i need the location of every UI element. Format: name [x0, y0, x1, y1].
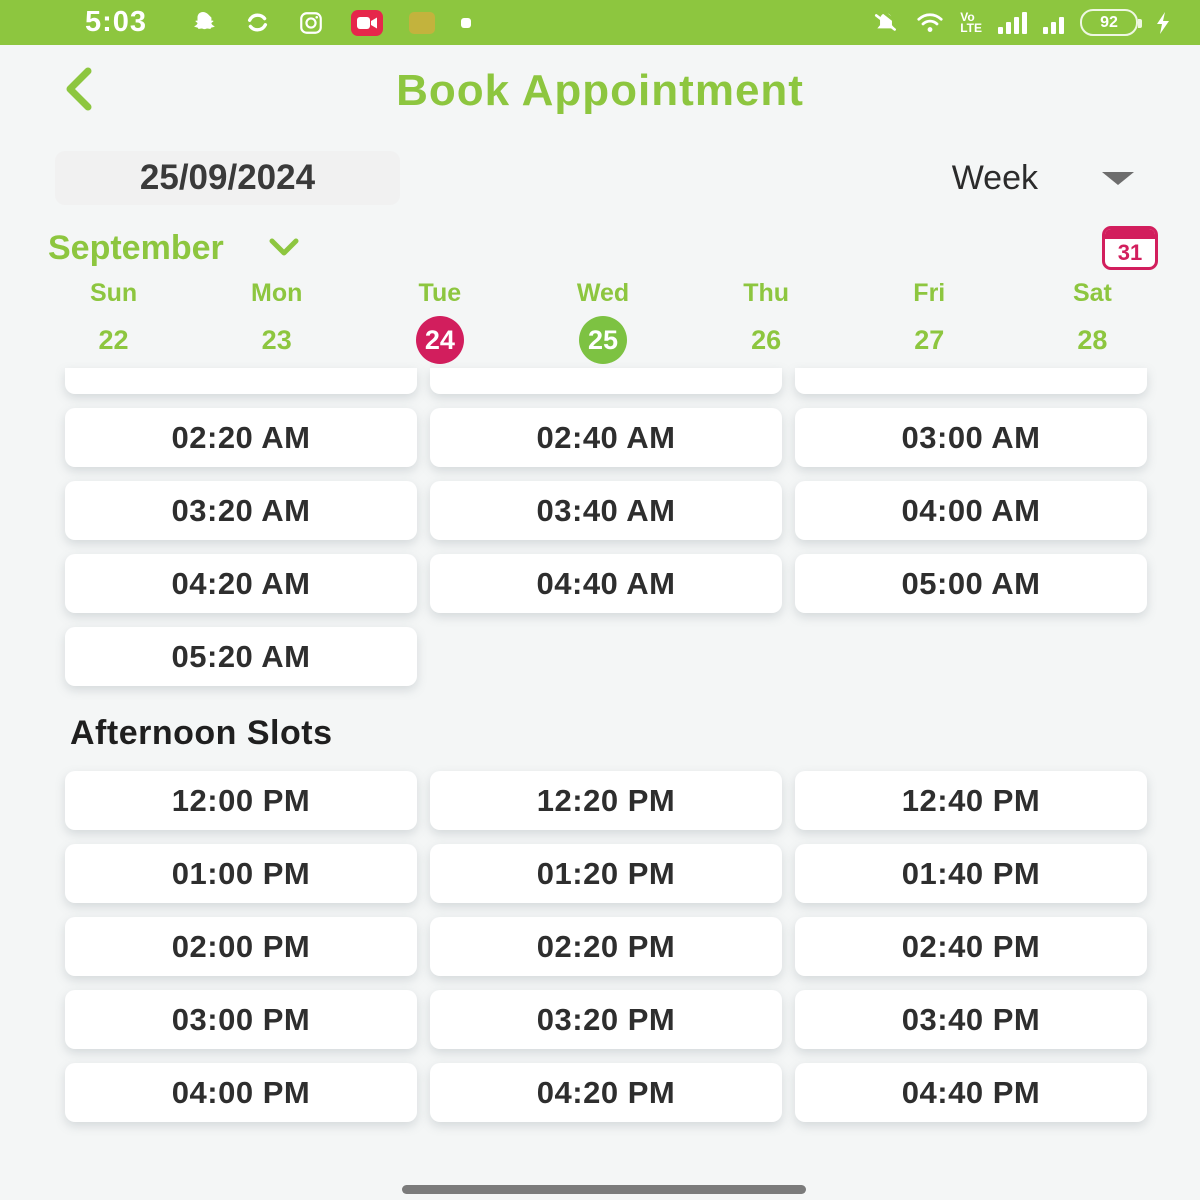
weekday-label: Fri	[913, 279, 946, 307]
weekday-label: Tue	[418, 279, 462, 307]
time-slot-button[interactable]: 04:00 PM	[65, 1063, 417, 1122]
status-bar: 5:03 Vo LTE	[0, 0, 1200, 45]
home-gesture-bar[interactable]	[402, 1185, 806, 1194]
date-input[interactable]: 25/09/2024	[55, 151, 400, 205]
weekday-fri[interactable]: Fri 27	[848, 279, 1011, 364]
time-slot-button[interactable]: 03:00 PM	[65, 990, 417, 1049]
weekday-wed[interactable]: Wed 25	[521, 279, 684, 364]
weekday-date[interactable]: 24	[415, 316, 464, 364]
battery-percent: 92	[1100, 13, 1118, 31]
weekday-label: Thu	[743, 279, 790, 307]
dot-notification-icon	[461, 17, 472, 28]
view-mode-select[interactable]: Week	[946, 158, 1140, 199]
page-title: Book Appointment	[396, 66, 804, 115]
signal-bars-icon-2	[1043, 12, 1064, 34]
time-slot-button[interactable]: 04:20 PM	[430, 1063, 782, 1122]
time-slot-button[interactable]: 03:40 PM	[795, 990, 1147, 1049]
slots-section: 02:20 AM 02:40 AM 03:00 AM 03:20 AM 03:40 AM…	[65, 368, 1147, 1122]
sync-icon	[243, 9, 271, 37]
time-slot-button[interactable]: 12:40 PM	[795, 771, 1147, 830]
charging-bolt-icon	[1154, 9, 1172, 37]
weekday-date[interactable]: 22	[98, 324, 129, 355]
time-slot-button[interactable]: 02:20 PM	[430, 917, 782, 976]
notification-icons	[189, 9, 472, 37]
afternoon-slots-heading: Afternoon Slots	[70, 714, 333, 752]
volte-indicator: Vo LTE	[960, 9, 982, 35]
time-slot-button-partial[interactable]	[430, 368, 782, 394]
weekday-date[interactable]: 23	[261, 324, 292, 355]
time-slot-button[interactable]: 03:20 AM	[65, 481, 417, 540]
weekday-date[interactable]: 26	[751, 324, 782, 355]
battery-icon: 92	[1080, 9, 1142, 36]
weekday-sat[interactable]: Sat 28	[1011, 279, 1174, 364]
weekday-label: Mon	[251, 279, 303, 307]
time-slot-button[interactable]: 01:00 PM	[65, 844, 417, 903]
calendar-icon[interactable]: 31	[1102, 226, 1158, 270]
weekday-tue[interactable]: Tue 24	[358, 279, 521, 364]
system-status-icons: Vo LTE 92	[872, 9, 1172, 37]
calendar-icon-header	[1105, 229, 1155, 239]
time-slot-button[interactable]: 03:00 AM	[795, 408, 1147, 467]
morning-slots-grid: 02:20 AM 02:40 AM 03:00 AM 03:20 AM 03:40 AM…	[65, 408, 1147, 686]
wifi-icon	[916, 9, 944, 37]
weekday-date[interactable]: 28	[1077, 324, 1108, 355]
week-strip: Sun 22 Mon 23 Tue 24 Wed 25 Thu 26 Fri 27 Sat 28	[32, 279, 1174, 364]
weekday-sun[interactable]: Sun 22	[32, 279, 195, 364]
clipped-slot-row	[65, 368, 1147, 394]
back-button[interactable]	[56, 65, 100, 113]
bell-muted-icon	[872, 9, 900, 37]
weekday-thu[interactable]: Thu 26	[685, 279, 848, 364]
month-row: September 31	[42, 225, 1158, 271]
time-slot-button[interactable]: 02:20 AM	[65, 408, 417, 467]
time-slot-button[interactable]: 05:20 AM	[65, 627, 417, 686]
time-slot-button[interactable]: 02:00 PM	[65, 917, 417, 976]
time-slot-button[interactable]: 01:40 PM	[795, 844, 1147, 903]
time-slot-button[interactable]: 04:00 AM	[795, 481, 1147, 540]
time-slot-button[interactable]: 05:00 AM	[795, 554, 1147, 613]
video-notification-icon	[351, 9, 384, 36]
time-slot-button[interactable]: 04:40 PM	[795, 1063, 1147, 1122]
time-slot-button-partial[interactable]	[795, 368, 1147, 394]
month-value: September	[48, 228, 224, 267]
time-slot-button-partial[interactable]	[65, 368, 417, 394]
time-slot-button[interactable]: 04:20 AM	[65, 554, 417, 613]
time-slot-button[interactable]: 03:20 PM	[430, 990, 782, 1049]
weekday-date[interactable]: 27	[914, 324, 945, 355]
signal-bars-icon	[998, 11, 1027, 34]
instagram-icon	[297, 9, 325, 37]
month-select[interactable]: September	[42, 228, 306, 269]
time-slot-button[interactable]: 02:40 AM	[430, 408, 782, 467]
chevron-down-icon	[269, 238, 299, 256]
time-slot-button[interactable]: 12:20 PM	[430, 771, 782, 830]
weekday-label: Sun	[89, 279, 138, 307]
calendar-icon-day: 31	[1117, 240, 1143, 265]
time-slot-button[interactable]: 03:40 AM	[430, 481, 782, 540]
time-slot-button[interactable]: 01:20 PM	[430, 844, 782, 903]
faded-notification-icon	[409, 11, 436, 34]
weekday-date[interactable]: 25	[578, 316, 627, 364]
afternoon-slots-grid: 12:00 PM 12:20 PM 12:40 PM 01:00 PM 01:20 PM…	[65, 771, 1147, 1122]
time-slot-button[interactable]: 12:00 PM	[65, 771, 417, 830]
clock: 5:03	[85, 6, 148, 38]
back-chevron-icon	[66, 67, 92, 111]
time-slot-button[interactable]: 04:40 AM	[430, 554, 782, 613]
app-header: Book Appointment	[0, 61, 1200, 121]
time-slot-button[interactable]: 02:40 PM	[795, 917, 1147, 976]
snapchat-icon	[189, 9, 217, 37]
weekday-label: Wed	[576, 279, 630, 307]
dropdown-arrow-icon	[1102, 171, 1134, 185]
weekday-mon[interactable]: Mon 23	[195, 279, 358, 364]
view-mode-value: Week	[951, 158, 1038, 197]
controls-row: 25/09/2024 Week	[55, 151, 1140, 205]
weekday-label: Sat	[1072, 279, 1112, 307]
